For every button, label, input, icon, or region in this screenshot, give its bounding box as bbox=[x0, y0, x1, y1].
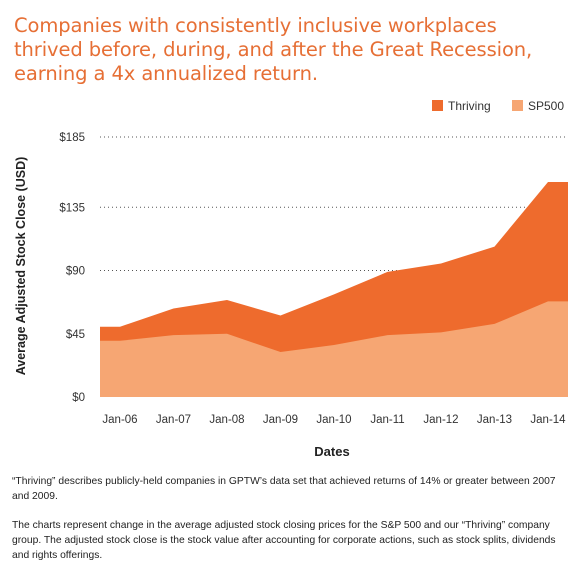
legend-swatch bbox=[512, 100, 523, 111]
x-axis-ticks: Jan-06 Jan-07 Jan-08 Jan-09 Jan-10 Jan-11 Jan-… bbox=[102, 414, 566, 426]
x-tick-label: Jan-06 bbox=[102, 414, 137, 426]
y-tick-label: $90 bbox=[66, 266, 85, 278]
legend-label: SP500 bbox=[528, 99, 564, 113]
x-tick-label: Jan-08 bbox=[209, 414, 244, 426]
x-tick-label: Jan-07 bbox=[156, 414, 191, 426]
x-tick-label: Jan-09 bbox=[263, 414, 298, 426]
x-tick-label: Jan-11 bbox=[370, 414, 404, 426]
y-tick-label: $0 bbox=[72, 392, 85, 404]
x-tick-label: Jan-14 bbox=[530, 414, 566, 426]
plot-area bbox=[100, 181, 568, 397]
chart-title: Companies with consistently inclusive wo… bbox=[14, 14, 533, 85]
y-tick-label: $45 bbox=[66, 329, 85, 341]
y-axis-label: Average Adjusted Stock Close (USD) bbox=[14, 157, 28, 376]
y-tick-label: $135 bbox=[59, 202, 85, 214]
footnote-thriving: “Thriving” describes publicly-held compa… bbox=[12, 476, 556, 502]
x-tick-label: Jan-13 bbox=[477, 414, 512, 426]
x-tick-label: Jan-10 bbox=[316, 414, 351, 426]
footnotes: “Thriving” describes publicly-held compa… bbox=[12, 474, 572, 577]
y-axis-ticks: $0 $45 $90 $135 $185 bbox=[59, 132, 85, 404]
x-tick-label: Jan-12 bbox=[423, 414, 458, 426]
footnote-methodology: The charts represent change in the avera… bbox=[12, 520, 556, 561]
legend-label: Thriving bbox=[448, 99, 491, 113]
legend-swatch bbox=[432, 100, 443, 111]
area-chart: $0$45$90$135$185 Jan-06 Jan-07 Jan-08 Jan-0… bbox=[14, 99, 568, 459]
x-axis-label: Dates bbox=[314, 444, 349, 459]
y-tick-label: $185 bbox=[59, 132, 85, 144]
area-series-sp500 bbox=[100, 301, 568, 397]
legend: Thriving SP500 bbox=[432, 99, 564, 113]
